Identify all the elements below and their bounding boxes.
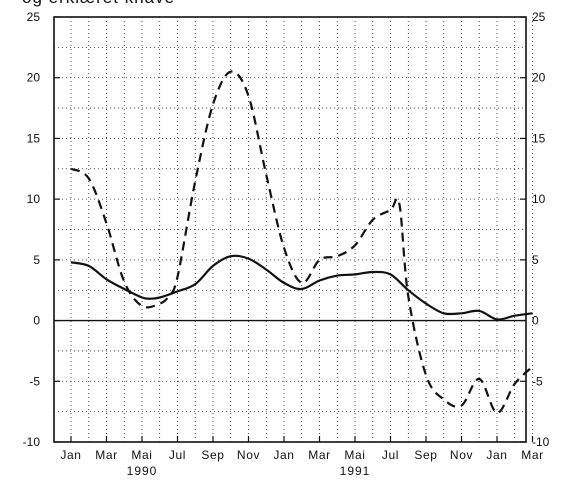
x-tick-label: Jan <box>60 448 81 462</box>
y-tick-label-right: 20 <box>532 71 546 85</box>
y-tick-label-right: 15 <box>532 131 546 145</box>
y-tick-label-left: 5 <box>33 253 40 267</box>
x-tick-label: Nov <box>450 448 473 462</box>
y-tick-label-right: 25 <box>532 10 546 24</box>
plot-frame <box>53 16 527 443</box>
y-tick-label-left: 25 <box>27 10 41 24</box>
x-tick-label: Sep <box>201 448 224 462</box>
y-tick-label-right: 10 <box>532 192 546 206</box>
x-tick-label: Jan <box>486 448 507 462</box>
x-tick-label: Sep <box>414 448 437 462</box>
y-tick-label-left: 10 <box>27 192 41 206</box>
axes <box>53 16 534 443</box>
x-tick-label: Mar <box>308 448 330 462</box>
x-tick-label: Mar <box>521 448 543 462</box>
x-tick-label: Mai <box>131 448 152 462</box>
x-tick-label: Nov <box>237 448 260 462</box>
y-tick-label-right: -5 <box>532 374 543 388</box>
series-lines <box>70 70 534 414</box>
x-tick-label: Jul <box>382 448 399 462</box>
chart-title-fragment: og erklæret knave <box>22 0 175 8</box>
y-tick-label-left: 15 <box>27 131 41 145</box>
year-label: 1990 <box>127 464 158 478</box>
grid <box>54 16 533 443</box>
x-tick-label: Mai <box>344 448 365 462</box>
x-tick-label: Jan <box>273 448 294 462</box>
year-label: 1991 <box>340 464 371 478</box>
y-tick-label-left: 20 <box>27 71 41 85</box>
y-tick-label-right: 5 <box>532 253 539 267</box>
solid-series-line <box>70 254 533 321</box>
y-tick-label-left: -10 <box>23 435 41 449</box>
tick-labels: -10 -10 -5 -5 0 0 5 5 10 10 15 15 20 20 25 25 Jan Mar Mai J… <box>23 10 550 478</box>
y-tick-label-left: 0 <box>33 314 40 328</box>
y-tick-label-right: -10 <box>532 435 550 449</box>
y-tick-label-right: 0 <box>532 314 539 328</box>
y-tick-label-left: -5 <box>29 374 40 388</box>
x-tick-label: Mar <box>95 448 117 462</box>
x-tick-label: Jul <box>169 448 186 462</box>
